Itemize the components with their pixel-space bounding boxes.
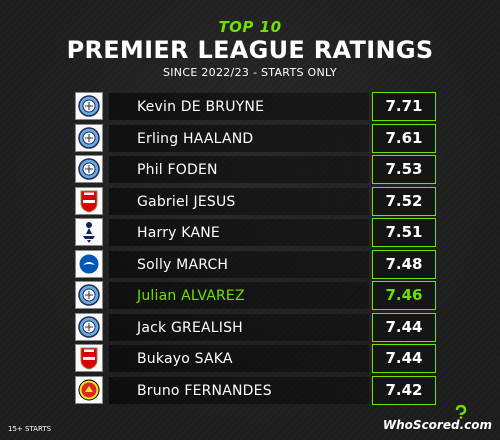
player-name-bar bbox=[109, 219, 369, 246]
rating-value: 7.46 bbox=[372, 281, 436, 310]
table-row: Jack GREALISH 7.44 bbox=[75, 312, 436, 342]
tottenham-crest-icon bbox=[75, 218, 103, 246]
table-row: Solly MARCH 7.48 bbox=[75, 249, 436, 279]
page-title: PREMIER LEAGUE RATINGS bbox=[66, 36, 434, 64]
player-name-bar bbox=[109, 124, 369, 152]
player-name-bar bbox=[109, 313, 369, 341]
player-name: Jack GREALISH bbox=[137, 319, 243, 336]
man-city-crest-icon bbox=[75, 92, 103, 120]
subtitle: SINCE 2022/23 - STARTS ONLY bbox=[162, 66, 338, 79]
rating-value: 7.61 bbox=[372, 123, 436, 153]
rating-value: 7.52 bbox=[372, 186, 436, 216]
player-name: Julian ALVAREZ bbox=[137, 288, 245, 304]
player-name-bar bbox=[109, 376, 369, 404]
rating-value: 7.51 bbox=[372, 218, 436, 247]
table-row: Gabriel JESUS 7.52 bbox=[75, 186, 436, 216]
player-name: Erling HAALAND bbox=[137, 130, 254, 147]
man-united-crest-icon bbox=[75, 375, 103, 404]
table-row: Bruno FERNANDES 7.42 bbox=[75, 375, 436, 405]
man-city-crest-icon bbox=[75, 281, 103, 309]
player-name: Kevin DE BRUYNE bbox=[137, 99, 265, 115]
rating-value: 7.53 bbox=[372, 155, 436, 184]
rating-value: 7.71 bbox=[372, 92, 436, 121]
rating-value: 7.42 bbox=[372, 375, 436, 405]
ratings-table: Kevin DE BRUYNE 7.71 Erling HAALAND 7.61 Phi… bbox=[75, 92, 436, 407]
player-name-bar bbox=[109, 345, 369, 372]
player-name-bar bbox=[109, 250, 369, 278]
player-name-bar bbox=[109, 156, 369, 183]
rating-value: 7.48 bbox=[372, 249, 436, 279]
player-name-bar bbox=[109, 93, 369, 120]
kicker: TOP 10 bbox=[218, 18, 282, 36]
player-name-bar bbox=[109, 282, 369, 309]
man-city-crest-icon bbox=[75, 123, 103, 152]
arsenal-crest-icon bbox=[75, 186, 103, 215]
table-row: Phil FODEN 7.53 bbox=[75, 155, 436, 184]
rating-value: 7.44 bbox=[372, 312, 436, 342]
player-name: Solly MARCH bbox=[137, 256, 229, 273]
man-city-crest-icon bbox=[75, 312, 103, 341]
whoscored-logo-icon bbox=[455, 405, 467, 419]
player-name: Phil FODEN bbox=[137, 162, 218, 178]
player-name: Gabriel JESUS bbox=[137, 193, 236, 210]
man-city-crest-icon bbox=[75, 155, 103, 183]
table-row: Bukayo SAKA 7.44 bbox=[75, 344, 436, 373]
player-name-bar bbox=[109, 187, 369, 215]
table-row: Erling HAALAND 7.61 bbox=[75, 123, 436, 153]
rating-value: 7.44 bbox=[372, 344, 436, 373]
table-row: Kevin DE BRUYNE 7.71 bbox=[75, 92, 436, 121]
player-name: Bruno FERNANDES bbox=[137, 382, 272, 399]
player-name: Bukayo SAKA bbox=[137, 351, 233, 367]
brand-name: WhoScored.com bbox=[382, 418, 492, 432]
footer-note: 15+ STARTS bbox=[8, 425, 52, 433]
brighton-crest-icon bbox=[75, 249, 103, 278]
table-row: Harry KANE 7.51 bbox=[75, 218, 436, 247]
arsenal-crest-icon bbox=[75, 344, 103, 372]
table-row: Julian ALVAREZ 7.46 bbox=[75, 281, 436, 310]
player-name: Harry KANE bbox=[137, 225, 220, 241]
